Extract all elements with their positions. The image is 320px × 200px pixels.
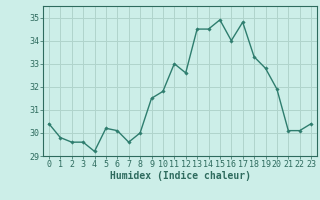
X-axis label: Humidex (Indice chaleur): Humidex (Indice chaleur)	[109, 171, 251, 181]
